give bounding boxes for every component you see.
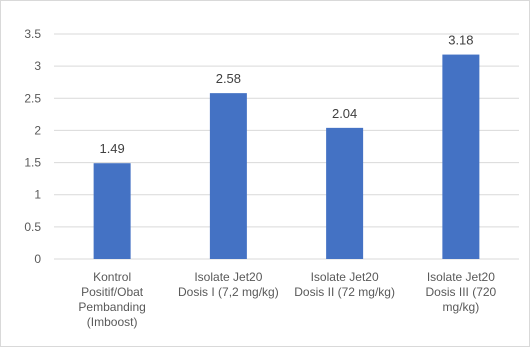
y-tick-label: 3.5	[24, 27, 41, 41]
x-category-label-line: Isolate Jet20	[194, 270, 262, 284]
bar	[209, 93, 247, 260]
x-category-label-line: Isolate Jet20	[311, 270, 379, 284]
x-category-label: Kontrol Positif/Obat Pembanding (Imboost)	[78, 270, 145, 329]
y-tick-label: 2	[34, 123, 41, 137]
y-tick-label: 0	[34, 252, 41, 266]
gridlines	[54, 33, 519, 260]
data-label: 3.18	[448, 33, 473, 48]
x-category-label-line: Dosis II (72 mg/kg)	[294, 285, 395, 299]
y-tick-label: 2.5	[24, 91, 41, 105]
x-category-label-line: Dosis I (7,2 mg/kg)	[178, 285, 279, 299]
y-tick-label: 1	[34, 188, 41, 202]
y-tick-label: 0.5	[24, 220, 41, 234]
x-category-label-line: Positif/Obat	[81, 285, 144, 299]
x-category-label: Isolate Jet20 Dosis II (72 mg/kg)	[294, 270, 395, 299]
x-category-label-line: Kontrol	[93, 270, 131, 284]
data-label: 2.04	[332, 106, 357, 121]
bar	[326, 127, 364, 259]
x-category-label: Isolate Jet20 Dosis III (720 mg/kg)	[426, 270, 497, 314]
data-label: 1.49	[99, 141, 124, 156]
y-tick-label: 3	[34, 59, 41, 73]
x-category-label-line: Isolate Jet20	[427, 270, 495, 284]
x-category-label-line: Dosis III (720	[426, 285, 497, 299]
x-category-label-line: (Imboost)	[87, 315, 138, 329]
x-category-label: Isolate Jet20 Dosis I (7,2 mg/kg)	[178, 270, 279, 299]
x-axis-category-labels: Kontrol Positif/Obat Pembanding (Imboost) Is…	[78, 270, 496, 329]
x-category-label-line: Pembanding	[78, 300, 145, 314]
bar	[442, 54, 480, 260]
bars	[93, 54, 480, 260]
data-label: 2.58	[216, 71, 241, 86]
bar	[93, 163, 131, 259]
x-category-label-line: mg/kg)	[443, 300, 480, 314]
data-labels: 1.49 2.58 2.04 3.18	[99, 33, 473, 157]
y-tick-label: 1.5	[24, 156, 41, 170]
y-axis-tick-labels: 0 0.5 1 1.5 2 2.5 3 3.5	[24, 27, 41, 266]
